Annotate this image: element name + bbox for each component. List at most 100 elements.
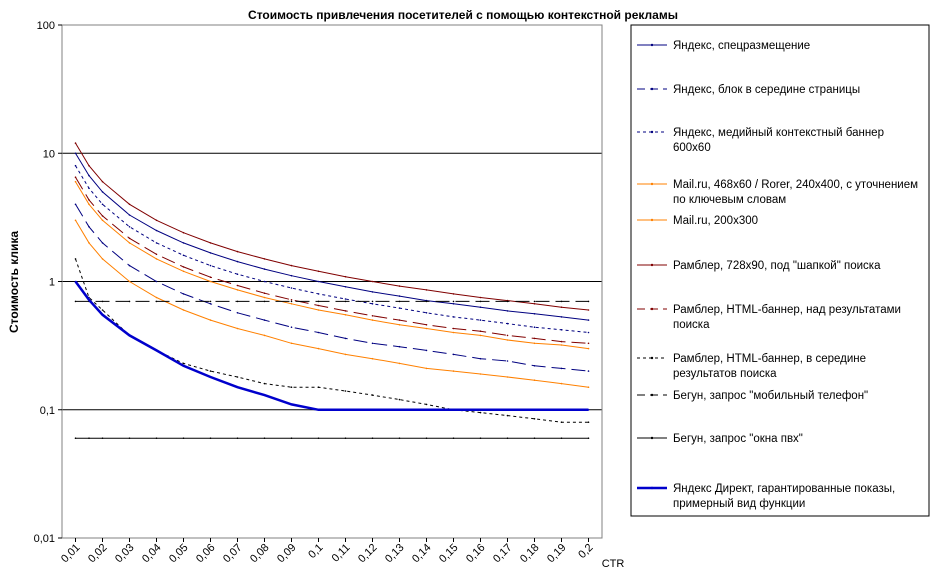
series-6-point (452, 327, 455, 330)
series-3-point (101, 219, 104, 222)
series-line-5 (75, 142, 589, 311)
series-10-point (452, 409, 455, 411)
series-3-point (209, 280, 212, 283)
series-6-point (560, 340, 563, 343)
series-8-point (317, 300, 320, 303)
series-4-point (425, 367, 428, 370)
series-8-point (128, 300, 131, 303)
series-4-point (344, 353, 347, 356)
series-7-point (182, 362, 185, 365)
series-3-point (155, 258, 158, 260)
series-3-point (88, 203, 90, 206)
series-0-point (587, 319, 590, 321)
series-6-point (425, 324, 428, 326)
series-4-point (263, 334, 266, 337)
series-5-point (209, 242, 212, 244)
series-4-point (209, 319, 212, 321)
series-5-point (88, 164, 90, 167)
series-7-point (74, 258, 77, 260)
series-8-point (479, 300, 482, 303)
x-tick-label: 0,06 (194, 542, 218, 566)
series-8-point (155, 300, 158, 303)
legend-marker (650, 43, 654, 47)
legend-marker (650, 130, 654, 134)
series-8-point (371, 300, 374, 303)
legend-marker (650, 393, 654, 397)
x-tick-label: 0,14 (410, 542, 434, 566)
x-tick-label: 0,19 (545, 542, 569, 566)
series-4-point (128, 280, 131, 283)
series-5-point (533, 303, 536, 305)
series-1-point (290, 326, 293, 329)
series-10-point (128, 334, 131, 337)
legend-marker (650, 436, 654, 440)
series-9-point (587, 437, 590, 440)
series-7-point (344, 390, 347, 392)
series-7-point (425, 403, 428, 406)
series-1-point (398, 345, 401, 348)
series-8-point (452, 300, 455, 303)
x-tick-label: 0,12 (356, 542, 380, 566)
series-10-point (74, 280, 77, 283)
series-2-point (317, 293, 320, 295)
series-2-point (506, 322, 509, 325)
x-tick-label: 0,08 (248, 542, 272, 566)
series-4-point (88, 242, 90, 244)
series-0-point (74, 152, 77, 155)
series-8-point (398, 300, 401, 303)
legend-marker (650, 263, 654, 267)
series-0-point (263, 268, 266, 270)
series-6-point (74, 176, 77, 178)
series-7-point (398, 398, 401, 401)
legend-marker (650, 87, 654, 91)
series-4-point (587, 386, 590, 389)
series-5-point (74, 142, 77, 144)
series-0-point (533, 313, 536, 315)
legend-label: Бегун, запрос "окна пвх" (673, 433, 803, 445)
series-10-point (209, 376, 212, 378)
series-8-point (74, 300, 77, 303)
legend-marker (650, 486, 654, 490)
series-0-point (398, 295, 401, 297)
series-8-point (236, 300, 239, 303)
series-2-point (587, 331, 590, 334)
series-6-point (344, 310, 347, 312)
series-2-point (479, 319, 482, 321)
series-1-point (263, 319, 266, 321)
series-10-point (182, 365, 185, 367)
x-tick-label: 0,02 (86, 542, 110, 566)
series-0-point (182, 242, 185, 244)
series-1-point (209, 303, 212, 305)
series-0-point (209, 252, 212, 254)
series-3-point (74, 180, 77, 183)
series-5-point (290, 264, 293, 267)
series-9-point (182, 437, 185, 440)
series-8-point (425, 300, 428, 303)
series-9-point (317, 437, 320, 440)
series-7-point (371, 394, 374, 396)
series-6-point (506, 334, 509, 337)
series-5-point (371, 280, 374, 283)
series-8-point (182, 300, 185, 303)
series-1-point (182, 293, 185, 295)
y-axis-label: Стоимость клика (7, 231, 21, 333)
series-2-point (452, 316, 455, 318)
series-9-point (425, 437, 428, 440)
series-5-point (317, 270, 320, 273)
series-6-point (88, 199, 90, 201)
series-9-point (155, 437, 158, 440)
series-2-point (182, 254, 185, 257)
x-tick-label: 0,2 (576, 542, 595, 561)
series-7-point (101, 309, 104, 311)
series-4-point (290, 342, 293, 345)
series-3-point (587, 347, 590, 350)
series-1-point (317, 331, 320, 334)
series-10-point (344, 409, 347, 411)
series-2-point (533, 326, 536, 329)
series-1-point (425, 349, 428, 352)
series-9-point (263, 437, 266, 440)
x-tick-label: 0,15 (437, 542, 461, 566)
series-10-point (236, 386, 239, 389)
series-7-point (479, 411, 482, 414)
legend-marker (650, 356, 654, 360)
